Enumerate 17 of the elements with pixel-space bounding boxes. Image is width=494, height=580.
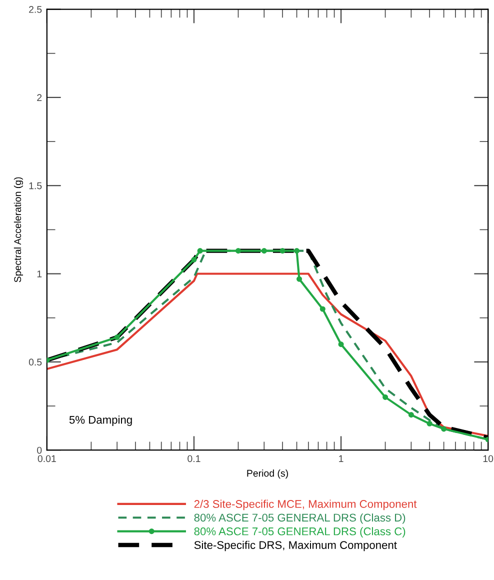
text: 80% ASCE 7-05 GENERAL DRS (Class C) <box>194 527 406 538</box>
text: 80% ASCE 7-05 GENERAL DRS (Class D) <box>194 513 406 524</box>
x-tick-label: 0.1 <box>188 455 200 462</box>
x-tick-label: 10 <box>483 455 494 462</box>
annotation: 5% Damping <box>69 416 132 426</box>
y-tick-label: 2.5 <box>29 6 42 13</box>
y-tick-label: 0 <box>37 446 42 454</box>
x-axis-title: Period (s) <box>247 470 288 479</box>
y-tick-label: 1 <box>37 270 42 278</box>
y-tick-label: 2 <box>37 94 42 101</box>
y-tick-label: 1.5 <box>29 182 42 190</box>
text: Site-Specific DRS, Maximum Component <box>194 540 397 552</box>
y-axis-title: Spectral Acceleration (g) <box>14 177 23 282</box>
y-tick-label: 0.5 <box>28 358 42 366</box>
x-tick-label: 1 <box>339 455 344 462</box>
text: 2/3 Site-Specific MCE, Maximum Component <box>194 500 417 510</box>
x-tick-label: 0.01 <box>38 455 56 462</box>
